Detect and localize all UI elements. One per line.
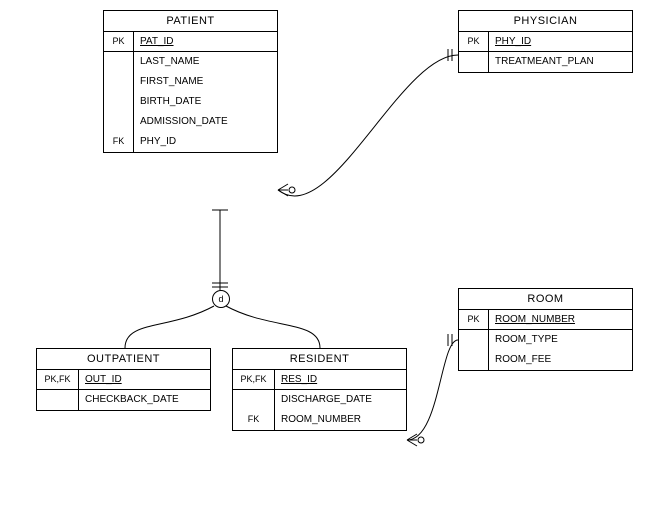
entity-patient: PATIENT PKPAT_ID LAST_NAME FIRST_NAME BI…: [103, 10, 278, 153]
crowfoot-icon: [407, 434, 417, 446]
entity-title: PATIENT: [104, 11, 277, 32]
attr-cell: PHY_ID: [134, 132, 277, 152]
key-cell: [37, 390, 79, 410]
entity-rows: PKPHY_ID TREATMEANT_PLAN: [459, 32, 632, 72]
attr-cell: LAST_NAME: [134, 52, 277, 72]
edge-patient-physician: [278, 55, 458, 196]
key-cell: PK,FK: [37, 370, 79, 390]
optional-circle-icon: [289, 187, 295, 193]
attr-cell: ADMISSION_DATE: [134, 112, 277, 132]
attr-cell: CHECKBACK_DATE: [79, 390, 210, 410]
connectors-layer: [0, 0, 651, 511]
edge-isa-resident: [226, 306, 320, 348]
entity-rows: PK,FKRES_ID DISCHARGE_DATE FKROOM_NUMBER: [233, 370, 406, 430]
entity-resident: RESIDENT PK,FKRES_ID DISCHARGE_DATE FKRO…: [232, 348, 407, 431]
edge-isa-outpatient: [125, 306, 214, 348]
attr-cell: ROOM_TYPE: [489, 330, 632, 350]
crowfoot-icon: [278, 184, 288, 196]
optional-circle-icon: [418, 437, 424, 443]
attr-cell: ROOM_NUMBER: [489, 310, 632, 330]
key-cell: FK: [233, 410, 275, 430]
isa-double-bar-icon: [212, 283, 228, 287]
attr-cell: OUT_ID: [79, 370, 210, 390]
attr-cell: PAT_ID: [134, 32, 277, 52]
mandatory-one-icon: [448, 334, 452, 346]
attr-cell: ROOM_NUMBER: [275, 410, 406, 430]
entity-title: PHYSICIAN: [459, 11, 632, 32]
attr-cell: FIRST_NAME: [134, 72, 277, 92]
key-cell: PK,FK: [233, 370, 275, 390]
attr-cell: BIRTH_DATE: [134, 92, 277, 112]
entity-room: ROOM PKROOM_NUMBER ROOM_TYPE ROOM_FEE: [458, 288, 633, 371]
entity-rows: PKPAT_ID LAST_NAME FIRST_NAME BIRTH_DATE…: [104, 32, 277, 152]
attr-cell: DISCHARGE_DATE: [275, 390, 406, 410]
key-cell: [104, 72, 134, 92]
attr-cell: ROOM_FEE: [489, 350, 632, 370]
key-cell: [104, 52, 134, 72]
entity-physician: PHYSICIAN PKPHY_ID TREATMEANT_PLAN: [458, 10, 633, 73]
entity-rows: PK,FKOUT_ID CHECKBACK_DATE: [37, 370, 210, 410]
entity-rows: PKROOM_NUMBER ROOM_TYPE ROOM_FEE: [459, 310, 632, 370]
attr-cell: RES_ID: [275, 370, 406, 390]
key-cell: [233, 390, 275, 410]
isa-discriminator: d: [212, 290, 230, 308]
key-cell: [459, 350, 489, 370]
key-cell: PK: [104, 32, 134, 52]
key-cell: [104, 112, 134, 132]
key-cell: PK: [459, 32, 489, 52]
key-cell: [459, 52, 489, 72]
key-cell: [104, 92, 134, 112]
attr-cell: TREATMEANT_PLAN: [489, 52, 632, 72]
attr-cell: PHY_ID: [489, 32, 632, 52]
key-cell: FK: [104, 132, 134, 152]
entity-outpatient: OUTPATIENT PK,FKOUT_ID CHECKBACK_DATE: [36, 348, 211, 411]
entity-title: ROOM: [459, 289, 632, 310]
mandatory-one-icon: [448, 49, 452, 61]
key-cell: [459, 330, 489, 350]
entity-title: OUTPATIENT: [37, 349, 210, 370]
edge-resident-room: [407, 340, 458, 440]
key-cell: PK: [459, 310, 489, 330]
entity-title: RESIDENT: [233, 349, 406, 370]
